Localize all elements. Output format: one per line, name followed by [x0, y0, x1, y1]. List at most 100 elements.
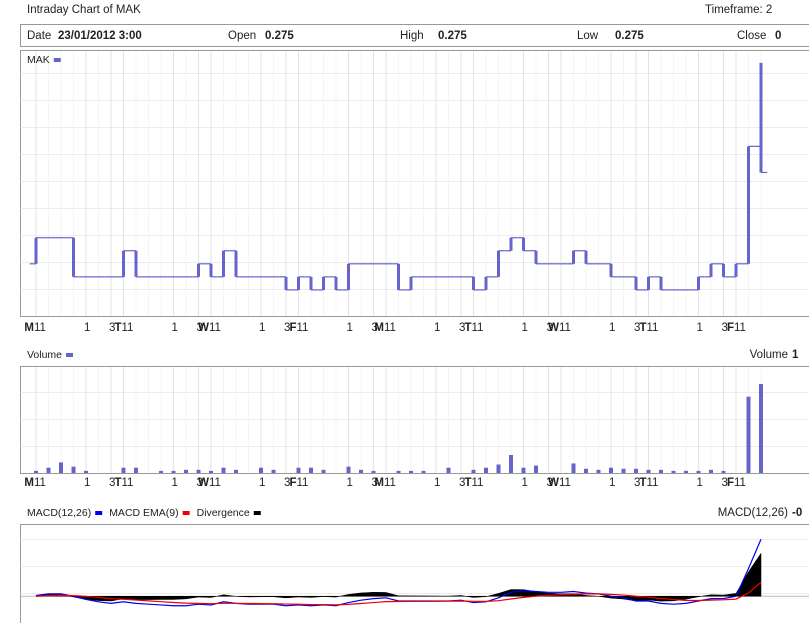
x-tick-label: 11: [122, 477, 134, 489]
panel: [20, 50, 809, 317]
legend-swatch: [95, 511, 103, 515]
x-tick-label: 3: [109, 477, 115, 489]
legend-label: MAK: [27, 54, 50, 66]
volume-bar: [621, 468, 626, 473]
x-tick-label: 11: [647, 477, 659, 489]
x-tick-label: 1: [522, 322, 528, 334]
day-label: M: [374, 477, 384, 489]
day-label: T: [464, 477, 471, 489]
volume-bar: [271, 469, 276, 473]
x-tick-label: 11: [297, 322, 309, 334]
volume-bar: [509, 454, 513, 473]
legend-swatch: [253, 511, 261, 515]
day-label: W: [198, 477, 209, 489]
volume-bar: [446, 467, 451, 473]
x-tick-label: 11: [647, 322, 659, 334]
x-tick-label: 11: [34, 322, 46, 334]
right-value: 1: [792, 349, 799, 361]
volume-bar: [71, 466, 76, 473]
x-tick-label: 1: [347, 322, 353, 334]
volume-bar: [121, 467, 126, 473]
day-label: W: [548, 477, 559, 489]
volume-bar: [571, 463, 576, 473]
x-tick-label: 1: [259, 322, 265, 334]
volume-bar: [134, 467, 138, 473]
volume-bar: [296, 467, 301, 473]
volume-bar: [709, 469, 713, 473]
x-tick-label: 11: [734, 477, 746, 489]
volume-bar: [84, 470, 88, 473]
volume-bar: [646, 469, 651, 473]
right-label: MACD(12,26): [718, 507, 788, 519]
right-label: Volume: [750, 349, 788, 361]
volume-bar: [609, 467, 613, 473]
x-tick-label: 11: [472, 322, 484, 334]
volume-bar: [221, 467, 226, 473]
x-tick-label: 11: [559, 477, 571, 489]
volume-bar: [671, 470, 676, 473]
x-tick-label: 3: [372, 322, 378, 334]
x-tick-label: 1: [172, 322, 178, 334]
volume-bar: [684, 470, 688, 473]
day-label: F: [289, 322, 296, 334]
x-tick-label: 11: [384, 477, 396, 489]
legend-swatch: [53, 58, 61, 62]
volume-bar: [659, 469, 663, 473]
info-bar: [20, 24, 809, 47]
x-tick-label: 1: [84, 322, 90, 334]
x-tick-label: 11: [297, 477, 309, 489]
x-tick-label: 11: [734, 322, 746, 334]
x-tick-label: 11: [384, 322, 396, 334]
x-tick-label: 3: [722, 477, 728, 489]
volume-bar: [396, 470, 401, 473]
x-tick-label: 1: [434, 477, 440, 489]
volume-bar: [634, 468, 638, 473]
volume-bar: [484, 467, 488, 473]
volume-bar: [159, 470, 163, 473]
volume-bar: [171, 470, 176, 473]
x-tick-label: 3: [459, 322, 465, 334]
legend-swatch: [182, 511, 190, 515]
x-tick-label: 11: [34, 477, 46, 489]
day-label: T: [114, 477, 121, 489]
x-tick-label: 11: [209, 322, 221, 334]
volume-bar: [371, 470, 376, 473]
volume-bar: [746, 396, 751, 473]
x-tick-label: 3: [197, 322, 203, 334]
x-tick-label: 3: [372, 477, 378, 489]
x-tick-label: 1: [609, 322, 615, 334]
day-label: T: [639, 477, 646, 489]
day-label: M: [24, 322, 34, 334]
day-label: M: [374, 322, 384, 334]
volume-bar: [259, 467, 263, 473]
day-label: W: [548, 322, 559, 334]
volume-bar: [359, 469, 363, 473]
x-tick-label: 1: [347, 477, 353, 489]
volume-bar: [46, 467, 51, 473]
day-label: F: [289, 477, 296, 489]
legend-label: MACD EMA(9): [109, 507, 178, 519]
volume-bar: [209, 470, 213, 473]
x-tick-label: 11: [209, 477, 221, 489]
divergence-area: [35, 552, 762, 602]
x-tick-label: 1: [697, 322, 703, 334]
day-label: F: [727, 322, 734, 334]
chart-title: Intraday Chart of MAK: [27, 4, 141, 16]
volume-bar: [184, 469, 188, 473]
volume-bar: [409, 470, 413, 473]
x-tick-label: 11: [472, 477, 484, 489]
info-label: Low: [577, 30, 599, 42]
x-tick-label: 3: [109, 322, 115, 334]
info-label: Date: [27, 30, 51, 42]
day-label: W: [198, 322, 209, 334]
x-tick-label: 3: [284, 322, 290, 334]
volume-bar: [596, 469, 601, 473]
volume-bar: [584, 468, 588, 473]
x-tick-label: 11: [122, 322, 134, 334]
x-tick-label: 3: [459, 477, 465, 489]
macd-line: [35, 581, 762, 606]
info-value: 0.275: [265, 30, 294, 42]
info-label: Close: [737, 30, 766, 42]
volume-bar: [721, 470, 726, 473]
volume-bar: [59, 462, 63, 473]
